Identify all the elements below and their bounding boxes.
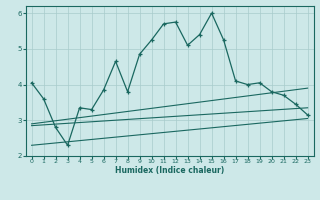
X-axis label: Humidex (Indice chaleur): Humidex (Indice chaleur): [115, 166, 224, 175]
